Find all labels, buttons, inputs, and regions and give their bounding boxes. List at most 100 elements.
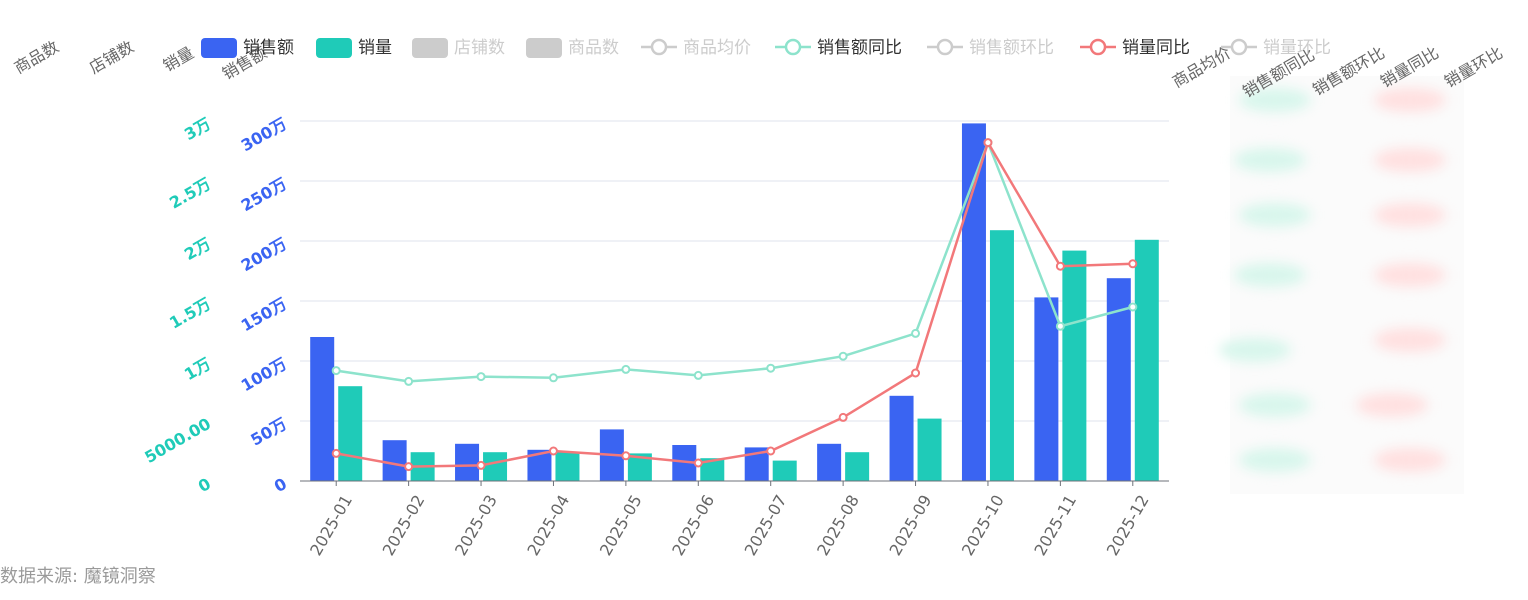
y-tick-label-sales: 50万 (247, 414, 290, 450)
axis-name-left: 商品数 (11, 37, 62, 77)
bar-volume[interactable] (338, 386, 363, 481)
legend-line-marker (1230, 38, 1248, 56)
y-tick-label-sales: 0 (271, 474, 290, 496)
bar-volume[interactable] (1134, 239, 1159, 481)
legend-label: 销售额同比 (817, 38, 902, 58)
blurred-right-axes (1219, 76, 1464, 494)
blurred-label (1374, 148, 1446, 172)
legend-line-marker (1089, 38, 1107, 56)
volume-yoy-point[interactable] (331, 448, 341, 458)
y-tick-label-volume: 0 (195, 474, 214, 496)
y-tick-label-volume: 1万 (181, 354, 214, 384)
volume-yoy-line (335, 139, 1133, 468)
bar-sales[interactable] (889, 395, 914, 481)
volume-yoy-point[interactable] (1128, 259, 1138, 269)
legend-item[interactable]: 销售额同比 (775, 38, 902, 58)
volume-yoy-point[interactable] (476, 460, 486, 470)
bar-sales[interactable] (817, 443, 842, 481)
sales-yoy-point[interactable] (1055, 321, 1065, 331)
x-tick-label: 2025-01 (306, 492, 356, 559)
blurred-label (1239, 88, 1311, 112)
x-tick-label: 2025-06 (668, 492, 718, 559)
sales-yoy-point[interactable] (911, 328, 921, 338)
sales-yoy-point[interactable] (548, 373, 558, 383)
sales-yoy-point[interactable] (404, 376, 414, 386)
axis-name-left: 销量 (160, 43, 197, 75)
bar-volume[interactable] (845, 452, 870, 481)
volume-yoy-point[interactable] (983, 138, 993, 148)
bar-volume[interactable] (700, 458, 725, 481)
sales-yoy-point[interactable] (476, 372, 486, 382)
bar-sales[interactable] (455, 443, 480, 481)
bar-volume[interactable] (555, 452, 580, 481)
legend-line-marker (936, 38, 954, 56)
x-tick-label: 2025-07 (741, 492, 791, 559)
volume-yoy-point[interactable] (548, 446, 558, 456)
sales-yoy-point[interactable] (1128, 302, 1138, 312)
sales-yoy-point[interactable] (331, 366, 341, 376)
legend-label: 商品数 (568, 38, 619, 58)
volume-yoy-point[interactable] (766, 446, 776, 456)
legend-label: 销量同比 (1122, 38, 1190, 58)
legend-bar-swatch (201, 38, 237, 58)
legend-item[interactable]: 销量 (316, 38, 392, 58)
x-tick-label: 2025-09 (886, 492, 936, 559)
bar-volume[interactable] (917, 418, 942, 481)
x-tick-label: 2025-11 (1030, 492, 1080, 559)
combo-chart: 2025-01 2025-02 2025-03 2025-04 2025-05 2025-… (11, 37, 1506, 559)
blurred-label (1219, 338, 1291, 362)
volume-yoy-point[interactable] (838, 412, 848, 422)
bar-volume[interactable] (989, 230, 1014, 481)
x-tick-label: 2025-05 (596, 492, 646, 559)
volume-yoy-point[interactable] (911, 368, 921, 378)
y-tick-label-volume: 2.5万 (166, 174, 214, 213)
legend-label: 商品均价 (683, 38, 751, 58)
source-note: 数据来源: 魔镜洞察 (0, 566, 156, 587)
legend: 销售额 销量 店铺数 商品数 商品均价 销售额同比 销售额环比 销量同比 销量环比 (201, 38, 1331, 58)
sales-yoy-point[interactable] (766, 363, 776, 373)
legend-item[interactable]: 销量同比 (1080, 38, 1190, 58)
blurred-label (1234, 148, 1306, 172)
bar-sales[interactable] (310, 337, 335, 481)
blurred-label (1239, 448, 1311, 472)
y-tick-label-sales: 250万 (238, 174, 290, 215)
blurred-label (1239, 393, 1311, 417)
blurred-label (1374, 448, 1446, 472)
volume-yoy-point[interactable] (1055, 261, 1065, 271)
y-tick-label-volume: 1.5万 (166, 294, 214, 333)
x-tick-label: 2025-04 (523, 492, 573, 559)
legend-line-marker (650, 38, 668, 56)
legend-item[interactable]: 店铺数 (412, 38, 505, 58)
legend-item[interactable]: 商品数 (526, 38, 619, 58)
y-tick-label-sales: 300万 (238, 114, 290, 155)
legend-item[interactable]: 销量环比 (1221, 38, 1331, 58)
sales-yoy-point[interactable] (621, 364, 631, 374)
y-tick-label-sales: 200万 (238, 234, 290, 275)
legend-label: 销量 (358, 38, 392, 58)
sales-yoy-point[interactable] (693, 370, 703, 380)
bar-volume[interactable] (1062, 250, 1087, 481)
legend-label: 销量环比 (1263, 38, 1331, 58)
sales-yoy-point[interactable] (838, 351, 848, 361)
legend-item[interactable]: 销售额 (201, 38, 294, 58)
x-tick-label: 2025-08 (813, 492, 863, 559)
line-series (331, 138, 1138, 472)
volume-yoy-point[interactable] (621, 451, 631, 461)
bar-volume[interactable] (483, 452, 508, 481)
y-tick-label-sales: 100万 (238, 354, 290, 395)
legend-item[interactable]: 销售额环比 (927, 38, 1054, 58)
volume-yoy-point[interactable] (693, 458, 703, 468)
bar-volume[interactable] (772, 460, 797, 481)
legend-label: 店铺数 (454, 38, 505, 58)
legend-bar-swatch (412, 38, 448, 58)
bar-sales[interactable] (1034, 297, 1059, 481)
volume-yoy-point[interactable] (404, 462, 414, 472)
bar-sales[interactable] (382, 440, 407, 481)
blurred-label (1239, 203, 1311, 227)
y-tick-label-volume: 3万 (181, 114, 214, 144)
x-tick-label: 2025-12 (1103, 492, 1153, 559)
blurred-label (1374, 203, 1446, 227)
blurred-label (1374, 263, 1446, 287)
legend-item[interactable]: 商品均价 (641, 38, 751, 58)
